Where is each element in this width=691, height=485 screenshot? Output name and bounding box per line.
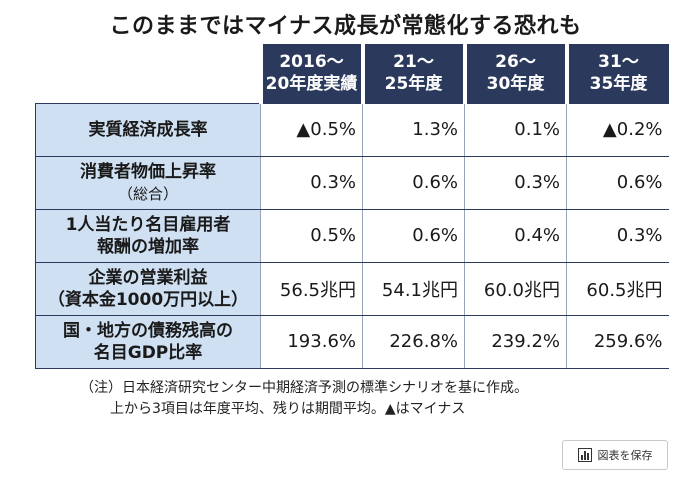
table-cell: 1.3% [362, 102, 465, 157]
header-row: 2016～ 20年度実績 21～ 25年度 26～ 30年度 31～ 35年度 [35, 44, 669, 104]
header-blank-cell [35, 44, 261, 103]
table-cell: 226.8% [362, 314, 465, 369]
bar-chart-icon [577, 448, 592, 462]
table-row: 企業の営業利益 （資本金1000万円以上） 56.5兆円 54.1兆円 60.0… [35, 261, 669, 316]
table-row: 国・地方の債務残高の 名目GDP比率 193.6% 226.8% 239.2% … [35, 314, 669, 369]
table-cell: 239.2% [464, 314, 567, 369]
table-cell: ▲0.2% [566, 102, 669, 157]
header-period-31-35: 31～ 35年度 [564, 44, 669, 104]
row-label-real-growth: 実質経済成長率 [35, 102, 261, 157]
table-cell: 60.5兆円 [566, 261, 669, 316]
table-cell: 0.1% [464, 102, 567, 157]
save-button-label: 図表を保存 [597, 449, 653, 462]
table-cell: 0.3% [464, 155, 567, 210]
footnote: （注）日本経済研究センター中期経済予測の標準シナリオを基に作成。 上から3項目は… [80, 378, 528, 420]
row-label-operating-profit: 企業の営業利益 （資本金1000万円以上） [35, 261, 261, 316]
table-cell: ▲0.5% [260, 102, 363, 157]
save-chart-button[interactable]: 図表を保存 [562, 440, 668, 470]
footnote-line-1: （注）日本経済研究センター中期経済予測の標準シナリオを基に作成。 [80, 380, 528, 396]
table-cell: 54.1兆円 [362, 261, 465, 316]
forecast-table: 2016～ 20年度実績 21～ 25年度 26～ 30年度 31～ 35年度 … [35, 44, 669, 369]
table-row: 1人当たり名目雇用者 報酬の増加率 0.5% 0.6% 0.4% 0.3% [35, 208, 669, 263]
table-cell: 259.6% [566, 314, 669, 369]
row-label-debt-ratio: 国・地方の債務残高の 名目GDP比率 [35, 314, 261, 369]
table-cell: 56.5兆円 [260, 261, 363, 316]
table-cell: 0.5% [260, 208, 363, 263]
header-period-2016-20: 2016～ 20年度実績 [258, 44, 363, 104]
table-cell: 60.0兆円 [464, 261, 567, 316]
table-row: 消費者物価上昇率 （総合） 0.3% 0.6% 0.3% 0.6% [35, 155, 669, 210]
table-cell: 193.6% [260, 314, 363, 369]
table-cell: 0.4% [464, 208, 567, 263]
table-cell: 0.6% [362, 155, 465, 210]
table-cell: 0.3% [260, 155, 363, 210]
table-row: 実質経済成長率 ▲0.5% 1.3% 0.1% ▲0.2% [35, 102, 669, 157]
row-label-wage-growth: 1人当たり名目雇用者 報酬の増加率 [35, 208, 261, 263]
header-period-26-30: 26～ 30年度 [462, 44, 567, 104]
footnote-line-2: 上から3項目は年度平均、残りは期間平均。▲はマイナス [110, 401, 466, 417]
chart-title: このままではマイナス成長が常態化する恐れも [109, 14, 582, 39]
row-label-cpi: 消費者物価上昇率 （総合） [35, 155, 261, 210]
table-cell: 0.6% [566, 155, 669, 210]
table-cell: 0.3% [566, 208, 669, 263]
table-cell: 0.6% [362, 208, 465, 263]
header-period-21-25: 21～ 25年度 [360, 44, 465, 104]
